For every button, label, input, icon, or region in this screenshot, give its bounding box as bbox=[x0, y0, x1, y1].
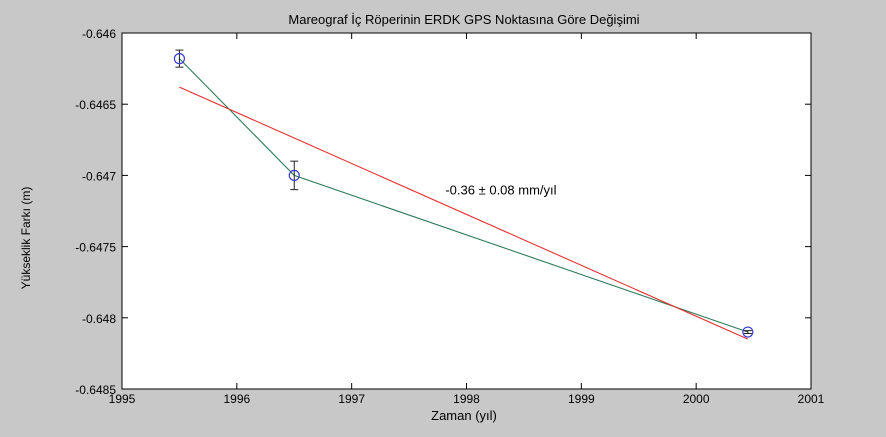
y-tick-labels: -0.646 -0.6465 -0.647 -0.6475 -0.648 -0.6485 bbox=[75, 27, 116, 397]
plot-background bbox=[121, 32, 812, 390]
x-tick-label: 1999 bbox=[568, 392, 595, 406]
y-tick-label: -0.6465 bbox=[75, 98, 116, 112]
x-tick-label: 1995 bbox=[109, 392, 136, 406]
x-tick-label: 2000 bbox=[683, 392, 710, 406]
y-tick-label: -0.6475 bbox=[75, 241, 116, 255]
x-tick-label: 1996 bbox=[223, 392, 250, 406]
axis-ticks bbox=[121, 32, 812, 390]
x-tick-labels: 1995 1996 1997 1998 1999 2000 2001 bbox=[109, 392, 825, 406]
x-tick-label: 1998 bbox=[453, 392, 480, 406]
data-point bbox=[742, 326, 754, 338]
trend-annotation: -0.36 ± 0.08 mm/yıl bbox=[445, 183, 556, 198]
y-axis-label: Yükseklik Farkı (m) bbox=[19, 187, 33, 290]
x-tick-label: 2001 bbox=[798, 392, 825, 406]
x-axis-label: Zaman (yıl) bbox=[431, 408, 497, 423]
annotation-layer: -0.36 ± 0.08 mm/yıl bbox=[445, 183, 556, 198]
trend-line bbox=[179, 86, 749, 340]
chart-title: Mareograf İç Röperinin ERDK GPS Noktasın… bbox=[288, 12, 639, 27]
y-tick-label: -0.6485 bbox=[75, 383, 116, 397]
y-tick-label: -0.646 bbox=[82, 27, 116, 41]
y-tick-label: -0.647 bbox=[82, 169, 116, 183]
data-point bbox=[288, 169, 300, 181]
data-point bbox=[173, 53, 186, 65]
x-tick-label: 1997 bbox=[338, 392, 365, 406]
series-layer bbox=[173, 49, 754, 340]
y-tick-label: -0.648 bbox=[82, 312, 116, 326]
